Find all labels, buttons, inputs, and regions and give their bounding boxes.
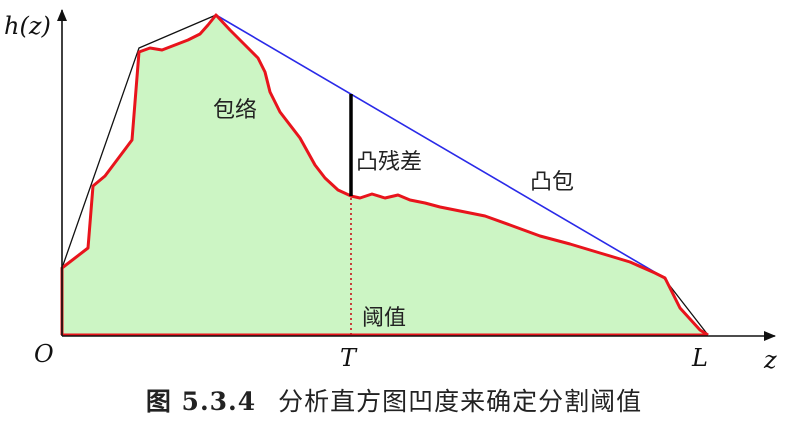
figure-number: 图 5.3.4: [145, 387, 257, 416]
histogram-fill: [62, 15, 708, 335]
threshold-tick-label: T: [340, 344, 358, 372]
convex-hull-label: 凸包: [530, 170, 574, 195]
convex-residual-label: 凸残差: [356, 150, 422, 175]
convex-hull-diagram: h(z) O T L z 包络 凸残差 凸包 阈值: [4, 9, 777, 374]
histogram-envelope: [60, 13, 709, 337]
convex-hull-top: [215, 14, 664, 278]
figure-caption: 图 5.3.4 分析直方图凹度来确定分割阈值: [0, 382, 788, 418]
convex-hull-left: [61, 14, 217, 269]
y-axis-label: h(z): [4, 12, 51, 40]
x-axis-label: z: [763, 346, 777, 374]
figure-caption-text: 分析直方图凹度来确定分割阈值: [278, 387, 643, 416]
end-tick-label: L: [691, 344, 708, 372]
threshold-label: 阈值: [362, 306, 406, 331]
envelope-label: 包络: [213, 98, 257, 123]
origin-label: O: [34, 340, 54, 368]
